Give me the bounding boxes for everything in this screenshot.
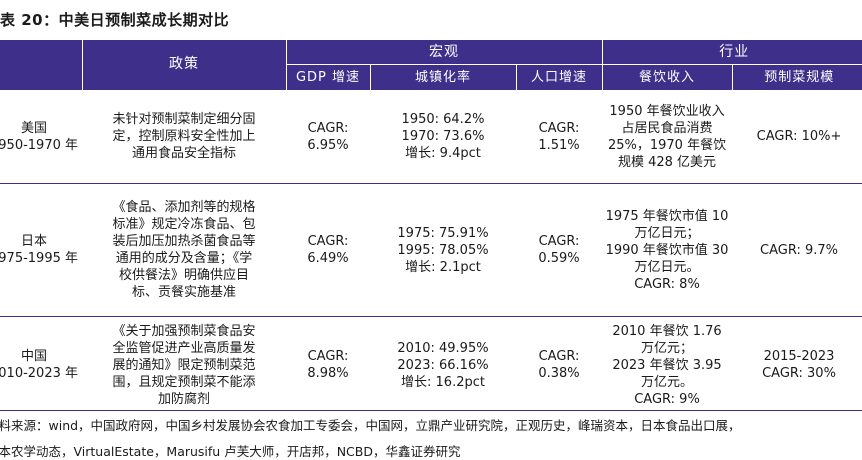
header-industry: 行业 xyxy=(602,40,862,65)
cell-region: 中国2010-2023 年 xyxy=(0,316,82,414)
cell-urban: 2010: 49.95% 2023: 66.16% 增长: 16.2pct xyxy=(370,316,516,414)
cell-region: 日本1975-1995 年 xyxy=(0,183,82,317)
header-gdp: GDP 增速 xyxy=(286,64,371,90)
cell-prepared-scale: CAGR: 9.7% xyxy=(732,183,862,317)
cell-catering: 2010 年餐饮 1.76 万亿元； 2023 年餐饮 3.95 万亿元。 CAGR: … xyxy=(602,316,733,414)
cell-gdp: CAGR: 6.95% xyxy=(286,89,370,184)
cell-population: CAGR: 0.59% xyxy=(516,183,603,317)
cell-catering: 1950 年餐饮业收入 占居民食品消费 25%，1970 年餐饮 规模 428 亿美元 xyxy=(602,89,733,184)
cell-policy: 《关于加强预制菜食品安 全监管促进产业高质量发 展的通知》限定预制菜范 围，且规定预制… xyxy=(82,316,286,414)
cell-urban: 1975: 75.91% 1995: 78.05% 增长: 2.1pct xyxy=(370,183,516,317)
table-row-japan: 日本1975-1995 年 《食品、添加剂等的规格标准》规定冷冻食品、包装后加压… xyxy=(0,183,862,317)
cell-gdp: CAGR: 6.49% xyxy=(286,183,370,317)
cell-region: 美国1950-1970 年 xyxy=(0,89,82,184)
table-row-usa: 美国1950-1970 年 未针对预制菜制定细分固定，控制原料安全性加上通用食品… xyxy=(0,89,862,184)
source-footer: 资料来源：wind，中国政府网，中国乡村发展协会农食加工专委会，中国网，立鼎产业… xyxy=(0,410,862,459)
cell-catering: 1975 年餐饮市值 10 万亿日元； 1990 年餐饮市值 30 万亿日元。 CAGR… xyxy=(602,183,733,317)
cell-population: CAGR: 1.51% xyxy=(516,89,603,184)
cell-policy: 《食品、添加剂等的规格 标准》规定冷冻食品、包 装后加压加热杀菌食品等 通用的成分及含… xyxy=(82,183,286,317)
header-urban: 城镇化率 xyxy=(370,64,517,90)
cell-prepared-scale: CAGR: 10%+ xyxy=(732,89,862,184)
header-catering: 餐饮收入 xyxy=(602,64,733,90)
comparison-table: 政策 宏观 行业 GDP 增速 城镇化率 人口增速 餐饮收入 预制菜规模 美国1… xyxy=(0,40,862,414)
header-policy: 政策 xyxy=(82,40,287,90)
cell-population: CAGR: 0.38% xyxy=(516,316,603,414)
cell-urban: 1950: 64.2% 1970: 73.6% 增长: 9.4pct xyxy=(370,89,516,184)
source-note: 资料来源：wind，中国政府网，中国乡村发展协会农食加工专委会，中国网，立鼎产业… xyxy=(0,418,741,433)
cell-policy: 未针对预制菜制定细分固 定，控制原料安全性加上 通用食品安全指标 xyxy=(82,89,286,184)
cell-gdp: CAGR: 8.98% xyxy=(286,316,370,414)
table-title: 表 20：中美日预制菜成长期对比 xyxy=(0,11,230,29)
header-population: 人口增速 xyxy=(516,64,603,90)
table-row-china: 中国2010-2023 年 《关于加强预制菜食品安全监管促进产业高质量发展的通知… xyxy=(0,316,862,414)
header-prepared-scale: 预制菜规模 xyxy=(732,64,862,90)
source-note-continued: 日本农学动态，VirtualEstate，Marusifu 卢芙大师，开店邦，N… xyxy=(0,444,461,459)
cell-prepared-scale: 2015-2023 CAGR: 30% xyxy=(732,316,862,414)
header-macro: 宏观 xyxy=(286,40,603,65)
header-region xyxy=(0,40,83,90)
